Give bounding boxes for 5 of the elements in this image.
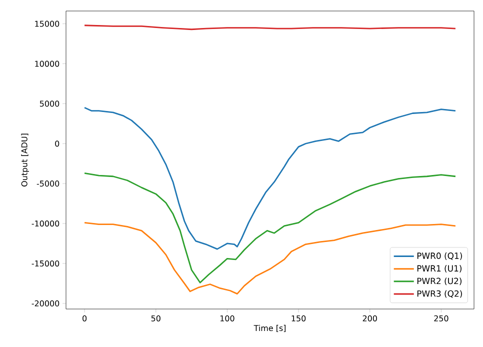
legend-label: PWR3 (Q2) bbox=[417, 290, 462, 298]
line-series bbox=[84, 106, 456, 250]
legend-label: PWR2 (U2) bbox=[417, 278, 462, 286]
legend-label: PWR1 (U1) bbox=[417, 265, 462, 273]
legend-label: PWR0 (Q1) bbox=[417, 252, 462, 260]
